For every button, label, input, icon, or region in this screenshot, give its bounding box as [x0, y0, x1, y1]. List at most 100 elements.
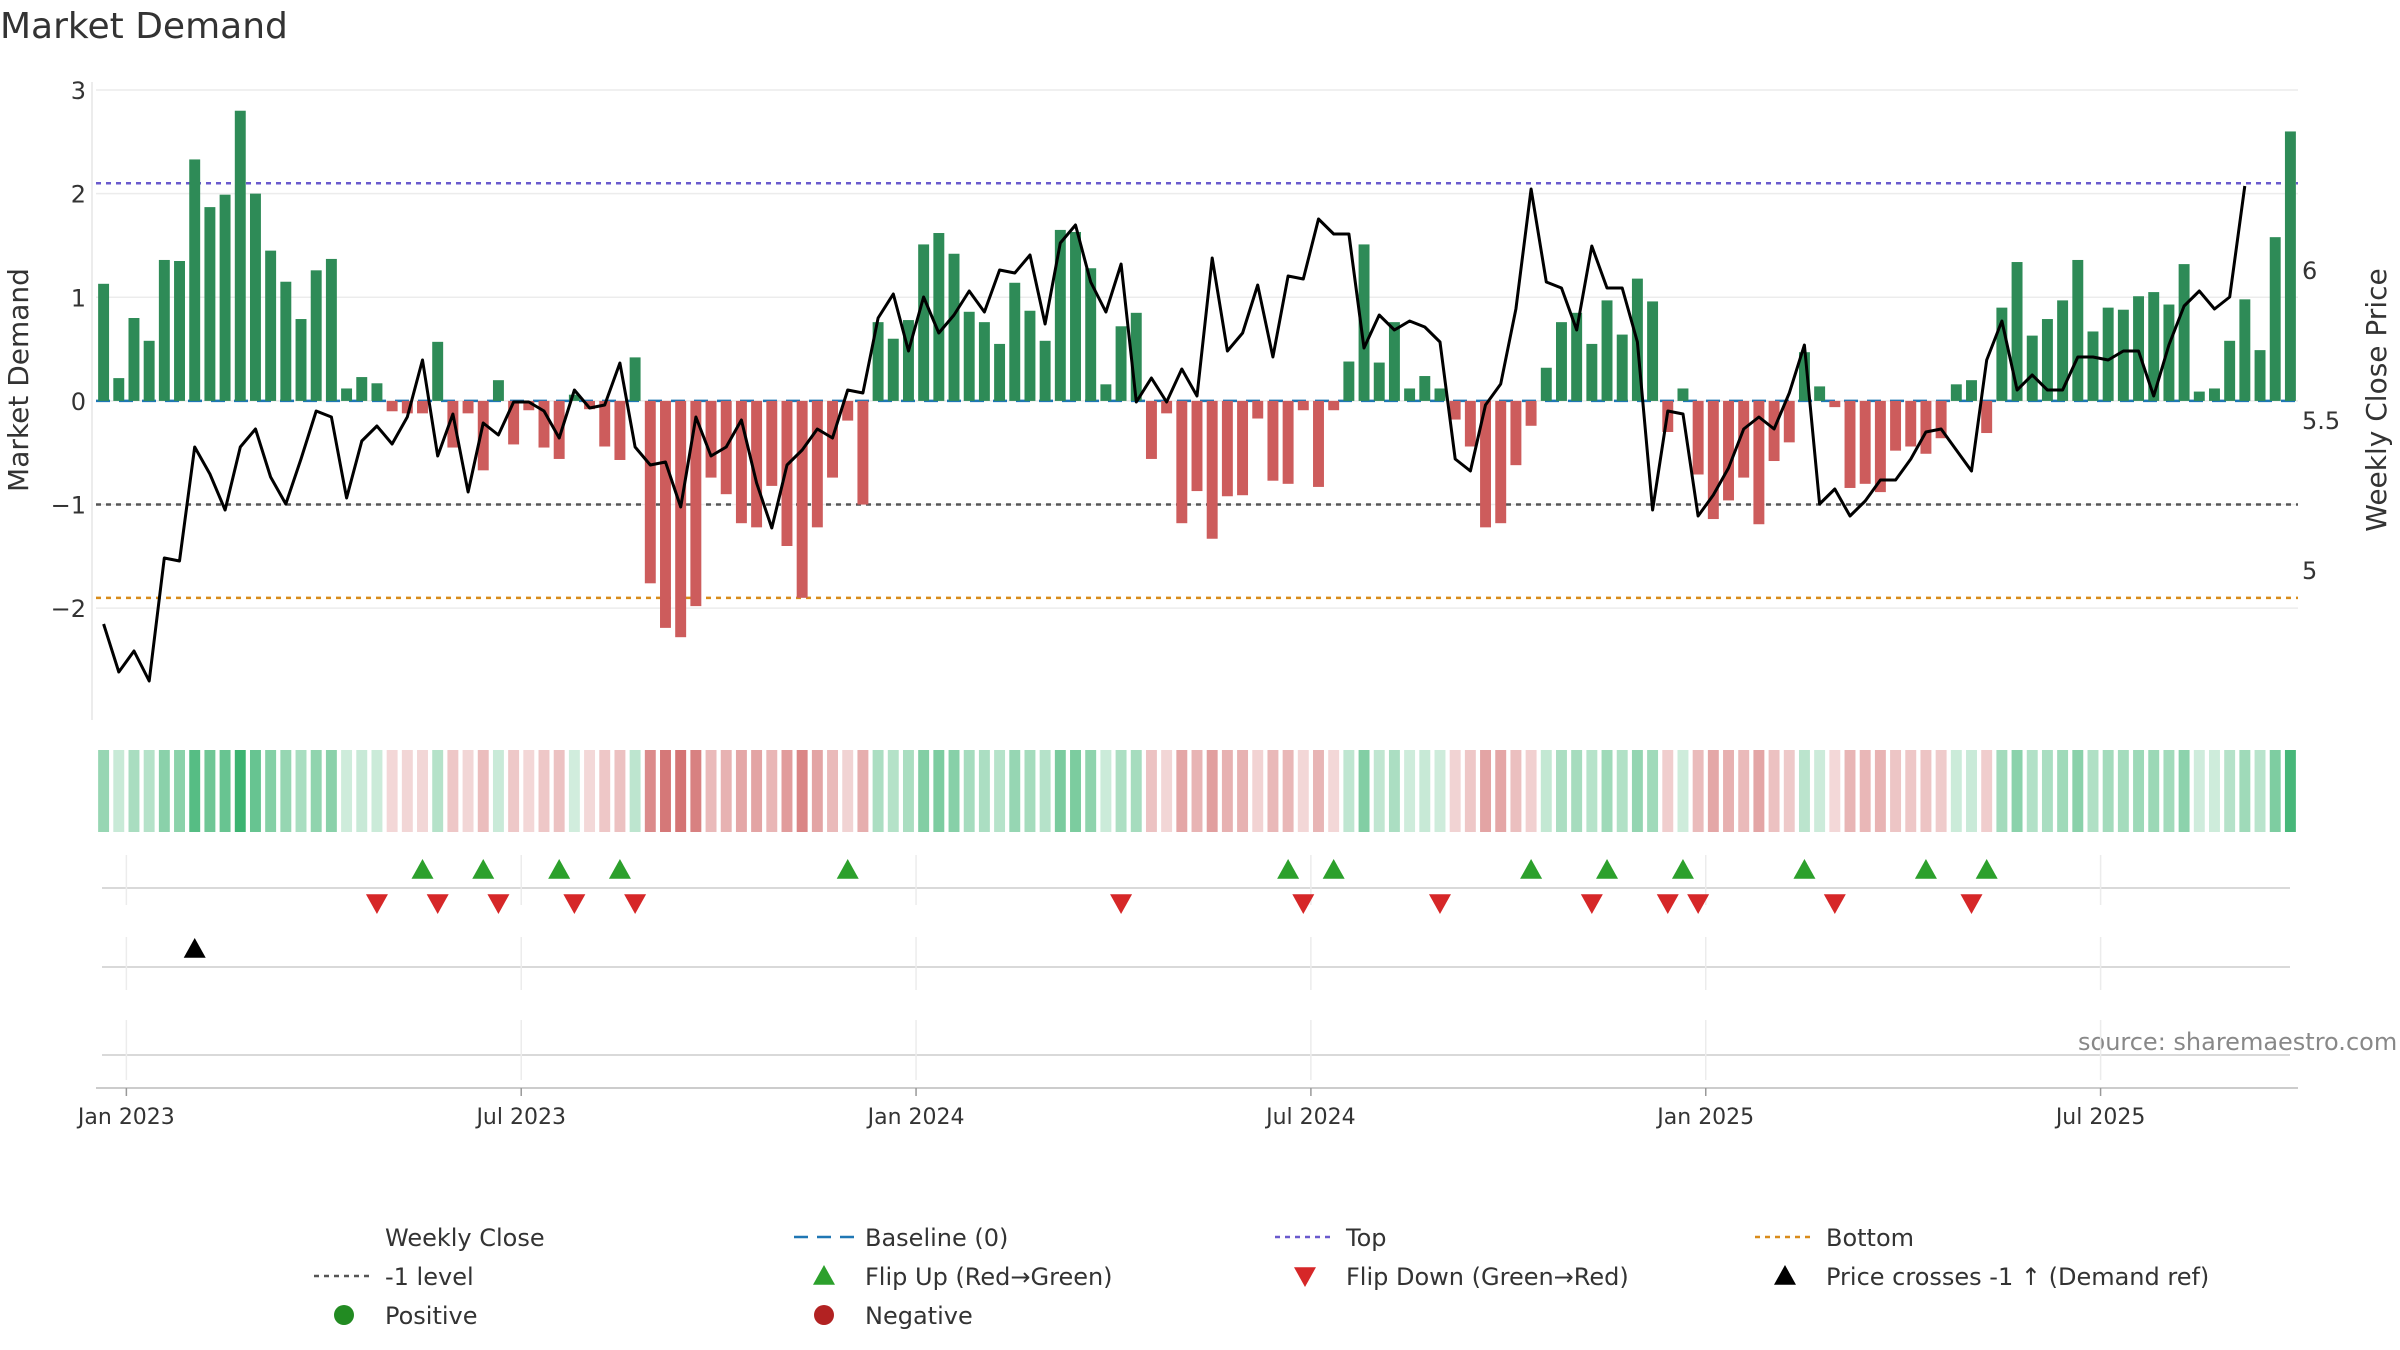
flip-down-marker — [1110, 894, 1133, 914]
demand-bar — [644, 400, 656, 584]
heat-cell — [325, 750, 337, 832]
heat-cell — [1161, 750, 1173, 832]
demand-bar — [1434, 388, 1446, 401]
flip-up-marker — [1793, 859, 1816, 879]
heat-cell — [98, 750, 110, 832]
demand-bar — [1221, 400, 1233, 497]
heat-cell — [2117, 750, 2129, 832]
heat-cell — [204, 750, 216, 832]
demand-bar — [1935, 400, 1947, 439]
demand-bar — [2163, 304, 2175, 401]
demand-bar — [1692, 400, 1704, 475]
demand-bar — [902, 320, 914, 401]
demand-bar — [1829, 400, 1841, 408]
demand-bar — [2026, 335, 2038, 401]
demand-bar — [2011, 262, 2023, 401]
heat-cell — [1480, 750, 1492, 832]
demand-bar — [1054, 229, 1066, 401]
legend-label: Top — [1345, 1224, 1387, 1252]
heat-cell — [143, 750, 155, 832]
legend-item-cross: Price crosses -1 ↑ (Demand ref) — [1774, 1263, 2209, 1291]
heat-cell — [1070, 750, 1081, 832]
heat-cell — [1024, 750, 1036, 832]
heat-cell — [1586, 750, 1598, 832]
demand-bar — [1814, 386, 1826, 401]
heat-cell — [1692, 750, 1704, 832]
flip-down-marker — [426, 894, 449, 914]
demand-bar — [584, 400, 596, 410]
demand-bar — [417, 400, 428, 414]
y2-tick-label: 5 — [2302, 557, 2317, 585]
demand-bar — [1328, 400, 1340, 411]
demand-bar — [508, 400, 520, 445]
demand-bar — [2072, 259, 2084, 401]
signal-markers — [102, 855, 2290, 1080]
heat-cell — [2102, 750, 2114, 832]
flip-up-marker — [608, 859, 631, 879]
heat-cell — [1419, 750, 1431, 832]
heat-cell — [1252, 750, 1264, 832]
demand-bar — [1009, 282, 1021, 401]
demand-bar — [1206, 400, 1218, 539]
demand-bar — [295, 319, 307, 401]
demand-bar — [158, 259, 170, 401]
heat-cell — [1996, 750, 2008, 832]
legend-item-flip_down: Flip Down (Green→Red) — [1294, 1263, 1629, 1291]
demand-bar — [675, 400, 687, 638]
demand-bar — [1313, 400, 1324, 487]
heat-cell — [158, 750, 170, 832]
heat-cell — [1039, 750, 1051, 832]
demand-bar — [933, 233, 945, 401]
heat-cell — [2148, 750, 2160, 832]
demand-bar — [98, 283, 110, 401]
heat-cell — [644, 750, 656, 832]
heat-cell — [796, 750, 808, 832]
heat-cell — [827, 750, 838, 832]
heat-cell — [1556, 750, 1567, 832]
heat-cell — [2087, 750, 2099, 832]
heat-cell — [1358, 750, 1370, 832]
demand-bar — [705, 400, 717, 478]
demand-bar — [249, 193, 261, 401]
demand-bar — [2133, 296, 2145, 401]
demand-bar — [887, 338, 899, 401]
heat-cell — [811, 750, 823, 832]
legend: Weekly Close Baseline (0) Top Bottom -1 leve… — [314, 1224, 2209, 1330]
legend-label: Weekly Close — [385, 1224, 545, 1252]
demand-bar — [2269, 237, 2281, 401]
demand-bar — [280, 281, 292, 401]
demand-bar — [1419, 376, 1431, 401]
demand-bar — [629, 357, 641, 401]
legend-label: Flip Up (Red→Green) — [865, 1263, 1113, 1291]
heat-cell — [280, 750, 292, 832]
demand-bar — [1798, 352, 1810, 401]
heat-cell — [781, 750, 793, 832]
demand-bar — [1981, 400, 1993, 434]
demand-bar — [2224, 340, 2236, 401]
demand-bar — [1950, 384, 1962, 401]
flip-down-marker — [1292, 894, 1315, 914]
demand-bar — [1723, 400, 1734, 501]
demand-bar — [781, 400, 793, 546]
demand-bar — [219, 194, 231, 401]
heat-cell — [1631, 750, 1643, 832]
demand-bar — [523, 400, 535, 411]
heat-cell — [2163, 750, 2175, 832]
heat-cell — [2041, 750, 2053, 832]
weekly-close-line — [102, 185, 2247, 683]
heat-cell — [2193, 750, 2205, 832]
heat-cell — [2178, 750, 2190, 832]
y2-axis-label: Weekly Close Price — [2360, 268, 2393, 531]
heat-cell — [2072, 750, 2084, 832]
demand-bar — [1571, 312, 1583, 401]
flip-down-marker — [1580, 894, 1603, 914]
flip-down-marker — [1687, 894, 1710, 914]
demand-bar — [1145, 400, 1157, 459]
legend-item-positive: Positive — [334, 1302, 478, 1330]
heat-cell — [2057, 750, 2069, 832]
heat-cell — [978, 750, 990, 832]
heat-cell — [1206, 750, 1218, 832]
demand-bar — [143, 340, 155, 401]
demand-bar — [614, 400, 626, 460]
